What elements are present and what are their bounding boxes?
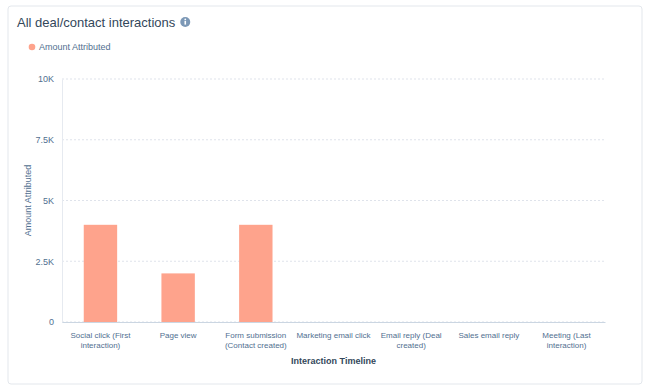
bar: [84, 225, 117, 322]
x-tick: Email reply (Dealcreated): [381, 322, 442, 350]
x-tick-label: Form submission(Contact created): [225, 331, 287, 350]
x-tick: Form submission(Contact created): [225, 322, 287, 350]
y-tick: 0: [49, 317, 62, 327]
y-axis: 0 2.5K 5K 7.5K 10K: [35, 74, 62, 327]
y-tick-label: 5K: [43, 196, 54, 206]
x-tick-label: Sales email reply: [458, 331, 519, 340]
y-tick: 10K: [38, 74, 62, 84]
y-axis-title: Amount Attributed: [23, 165, 33, 237]
bar: [239, 225, 272, 322]
x-tick: Sales email reply: [458, 322, 519, 340]
grid-line: [62, 261, 605, 262]
y-tick: 2.5K: [35, 257, 62, 267]
bar: [317, 322, 350, 323]
grid-line: [62, 139, 605, 140]
legend-label: Amount Attributed: [39, 42, 111, 52]
x-tick: Marketing email click: [296, 322, 371, 340]
info-icon-circle[interactable]: [180, 17, 190, 27]
info-icon[interactable]: [180, 17, 190, 27]
y-tick-label: 0: [49, 317, 54, 327]
x-axis: Social click (Firstinteraction) Page view…: [63, 322, 606, 350]
y-tick-label: 10K: [38, 74, 54, 84]
y-tick-label: 7.5K: [35, 135, 54, 145]
x-tick: Social click (Firstinteraction): [70, 322, 131, 350]
chart: All deal/contact interactions Amount Attr…: [0, 0, 650, 391]
info-icon-dot[interactable]: [184, 19, 186, 21]
bars: [84, 225, 273, 322]
x-axis-title: Interaction Timeline: [291, 356, 376, 366]
x-axis-line: [63, 322, 606, 323]
y-tick: 5K: [43, 196, 62, 206]
legend-swatch: [29, 44, 36, 51]
bar: [394, 322, 427, 323]
x-tick: Page view: [160, 322, 197, 340]
x-tick-label: Marketing email click: [296, 331, 371, 340]
x-tick: Meeting (Lastinteraction): [542, 322, 591, 350]
title: All deal/contact interactions: [17, 15, 176, 30]
x-tick-label: Social click (Firstinteraction): [70, 331, 131, 350]
y-tick-label: 2.5K: [35, 257, 54, 267]
grid-line: [62, 200, 605, 201]
bar: [161, 273, 194, 322]
x-tick-label: Meeting (Lastinteraction): [542, 331, 591, 350]
grid-line: [62, 79, 605, 80]
bar: [472, 322, 505, 323]
y-axis-line: [62, 80, 63, 323]
grid: [62, 79, 605, 322]
card: [8, 6, 642, 384]
y-tick: 7.5K: [35, 135, 62, 145]
legend: Amount Attributed: [29, 42, 111, 52]
info-icon-stem[interactable]: [184, 21, 186, 25]
x-tick-label: Page view: [160, 331, 197, 340]
x-tick-label: Email reply (Dealcreated): [381, 331, 442, 350]
bar: [550, 322, 583, 323]
grid-line: [62, 322, 605, 323]
